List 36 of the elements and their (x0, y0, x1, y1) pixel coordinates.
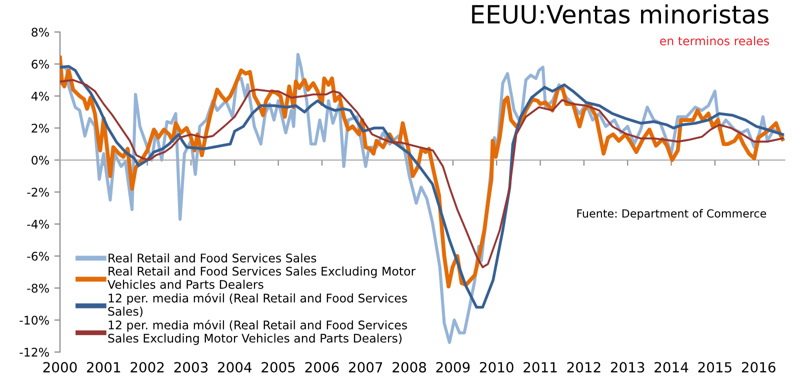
y-tick-label: -4% (27, 220, 49, 229)
x-tick-label: 2011 (524, 362, 557, 373)
x-tick-label: 2007 (348, 362, 382, 373)
y-tick-label: 4% (31, 92, 49, 101)
x-tick-label: 2010 (480, 362, 514, 373)
x-tick-label: 2004 (218, 362, 252, 373)
x-tick-label: 2008 (392, 362, 426, 373)
y-tick-label: -10% (20, 316, 49, 325)
y-tick-label: -12% (20, 348, 49, 357)
x-tick-label: 2001 (87, 362, 120, 373)
x-tick-label: 2006 (305, 362, 339, 373)
legend-label: 12 per. media móvil (Real Retail and Food Services Sales) (108, 292, 407, 318)
legend-label: 12 per. media móvil (Real Retail and Food Services Sales Excluding Motor Vehicles and Parts Dealers) (108, 320, 407, 345)
x-tick-label: 2015 (698, 362, 732, 373)
x-tick-label: 2003 (174, 362, 208, 373)
x-tick-label: 2000 (43, 362, 77, 373)
line-series (60, 79, 784, 268)
x-tick-label: 2009 (436, 362, 470, 373)
y-tick-label: 6% (32, 60, 49, 69)
chart-title: EEUU:Ventas minoristas (472, 4, 768, 24)
y-tick-label: 8% (32, 28, 49, 37)
x-tick-label: 2005 (262, 362, 295, 373)
annotation: Fuente: Department of Commerce (577, 209, 766, 220)
legend-label: Real Retail and Food Services Sales (108, 253, 316, 262)
x-tick-label: 2002 (130, 362, 164, 373)
chart-subtitle: en terminos reales (660, 36, 770, 46)
x-tick-label: 2016 (742, 362, 776, 373)
y-tick-label: 0% (32, 156, 49, 165)
x-tick-label: 2012 (567, 362, 600, 373)
y-tick-label: -2% (27, 188, 49, 197)
y-tick-label: 2% (32, 124, 49, 133)
legend-label: Real Retail and Food Services Sales Excluding Motor Vehicles and Parts Dealers (108, 266, 416, 289)
x-tick-label: 2013 (610, 362, 644, 373)
x-tick-label: 2014 (654, 362, 688, 373)
y-tick-label: -8% (27, 284, 49, 293)
y-tick-label: -6% (27, 252, 49, 261)
